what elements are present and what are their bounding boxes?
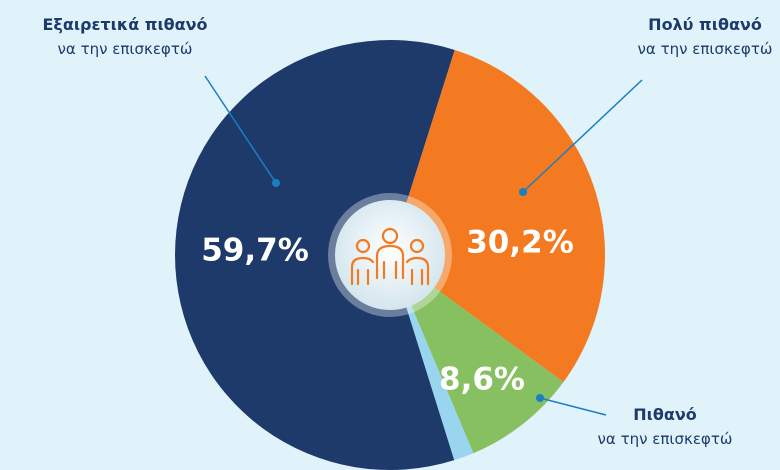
leader-line	[522, 79, 643, 193]
category-subtitle: να την επισκεφτώ	[638, 40, 773, 58]
leader-dot	[519, 188, 527, 196]
category-label: Πολύ πιθανό	[648, 15, 762, 34]
category-label: Πιθανό	[633, 405, 697, 424]
pie-slice	[390, 255, 564, 454]
value-label: 59,7%	[201, 233, 309, 269]
value-label: 30,2%	[466, 225, 574, 261]
value-label: 8,6%	[439, 362, 525, 398]
category-label: Εξαιρετικά πιθανό	[42, 15, 207, 34]
leader-line	[204, 75, 277, 184]
pie-slice	[390, 255, 474, 461]
category-subtitle: να την επισκεφτώ	[598, 430, 733, 448]
pie-slice	[175, 39, 455, 470]
leader-dot	[272, 179, 280, 187]
leader-dot	[536, 394, 544, 402]
pie-slice	[390, 49, 606, 383]
leader-line	[539, 397, 607, 416]
people-icon	[350, 227, 430, 286]
category-subtitle: να την επισκεφτώ	[58, 40, 193, 58]
hole	[335, 200, 445, 310]
